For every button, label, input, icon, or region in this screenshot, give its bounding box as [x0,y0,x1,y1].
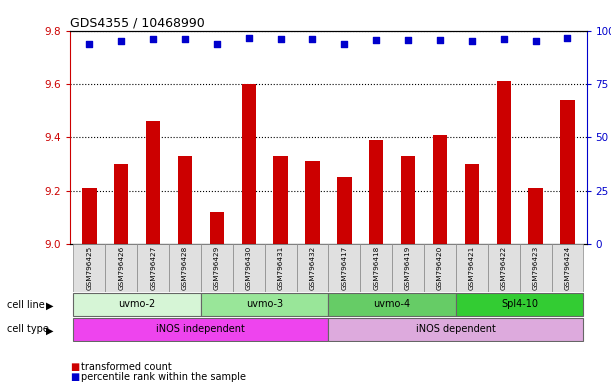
Bar [360,244,392,292]
Bar [497,81,511,244]
Text: cell line: cell line [7,300,45,310]
Point [563,35,573,41]
Text: Spl4-10: Spl4-10 [501,299,538,309]
Bar [456,244,488,292]
Text: GSM796425: GSM796425 [86,246,92,290]
Text: GSM796420: GSM796420 [437,246,443,290]
Bar [169,244,201,292]
Bar [82,188,97,244]
Bar [329,244,360,292]
Bar [265,244,296,292]
Bar [529,188,543,244]
Bar [337,177,351,244]
Text: iNOS independent: iNOS independent [156,324,246,334]
Text: GSM796429: GSM796429 [214,246,220,290]
Bar [105,244,137,292]
Bar [114,164,128,244]
Point [148,36,158,42]
Point [84,40,94,46]
Point [499,36,508,42]
Bar [178,156,192,244]
Bar [296,244,329,292]
Bar [137,244,169,292]
Bar [201,244,233,292]
Point [116,38,126,45]
Text: GSM796427: GSM796427 [150,246,156,290]
Text: GSM796430: GSM796430 [246,246,252,290]
Bar [464,164,479,244]
Text: ■: ■ [70,372,79,382]
Text: GSM796417: GSM796417 [342,246,347,290]
Point [531,38,541,45]
Point [180,36,190,42]
Bar [456,293,584,316]
Bar [306,161,320,244]
Bar [146,121,160,244]
Bar [424,244,456,292]
Text: GSM796421: GSM796421 [469,246,475,290]
Bar [519,244,552,292]
Bar [433,135,447,244]
Point [276,36,285,42]
Bar [369,140,383,244]
Text: GSM796432: GSM796432 [310,246,315,290]
Point [244,35,254,41]
Point [467,38,477,45]
Bar [329,318,584,341]
Text: ▶: ▶ [46,326,54,336]
Bar [73,244,105,292]
Bar [488,244,519,292]
Bar [201,293,329,316]
Text: GSM796423: GSM796423 [533,246,538,290]
Text: uvmo-4: uvmo-4 [373,299,411,309]
Bar [392,244,424,292]
Bar [73,293,201,316]
Text: percentile rank within the sample: percentile rank within the sample [81,372,246,382]
Bar [241,84,256,244]
Text: ■: ■ [70,362,79,372]
Point [212,40,222,46]
Bar [560,100,574,244]
Text: GSM796426: GSM796426 [119,246,124,290]
Text: transformed count: transformed count [81,362,172,372]
Point [435,37,445,43]
Text: ▶: ▶ [46,301,54,311]
Text: GSM796419: GSM796419 [405,246,411,290]
Point [307,36,317,42]
Point [371,37,381,43]
Text: GSM796418: GSM796418 [373,246,379,290]
Text: uvmo-2: uvmo-2 [119,299,156,309]
Bar [552,244,584,292]
Text: GDS4355 / 10468990: GDS4355 / 10468990 [70,17,205,30]
Bar [274,156,288,244]
Bar [73,318,329,341]
Bar [401,156,415,244]
Text: GSM796422: GSM796422 [500,246,507,290]
Text: uvmo-3: uvmo-3 [246,299,284,309]
Text: iNOS dependent: iNOS dependent [416,324,496,334]
Text: GSM796424: GSM796424 [565,246,571,290]
Bar [233,244,265,292]
Point [403,37,413,43]
Text: GSM796428: GSM796428 [182,246,188,290]
Text: cell type: cell type [7,324,49,334]
Text: GSM796431: GSM796431 [277,246,284,290]
Bar [210,212,224,244]
Point [340,40,349,46]
Bar [329,293,456,316]
